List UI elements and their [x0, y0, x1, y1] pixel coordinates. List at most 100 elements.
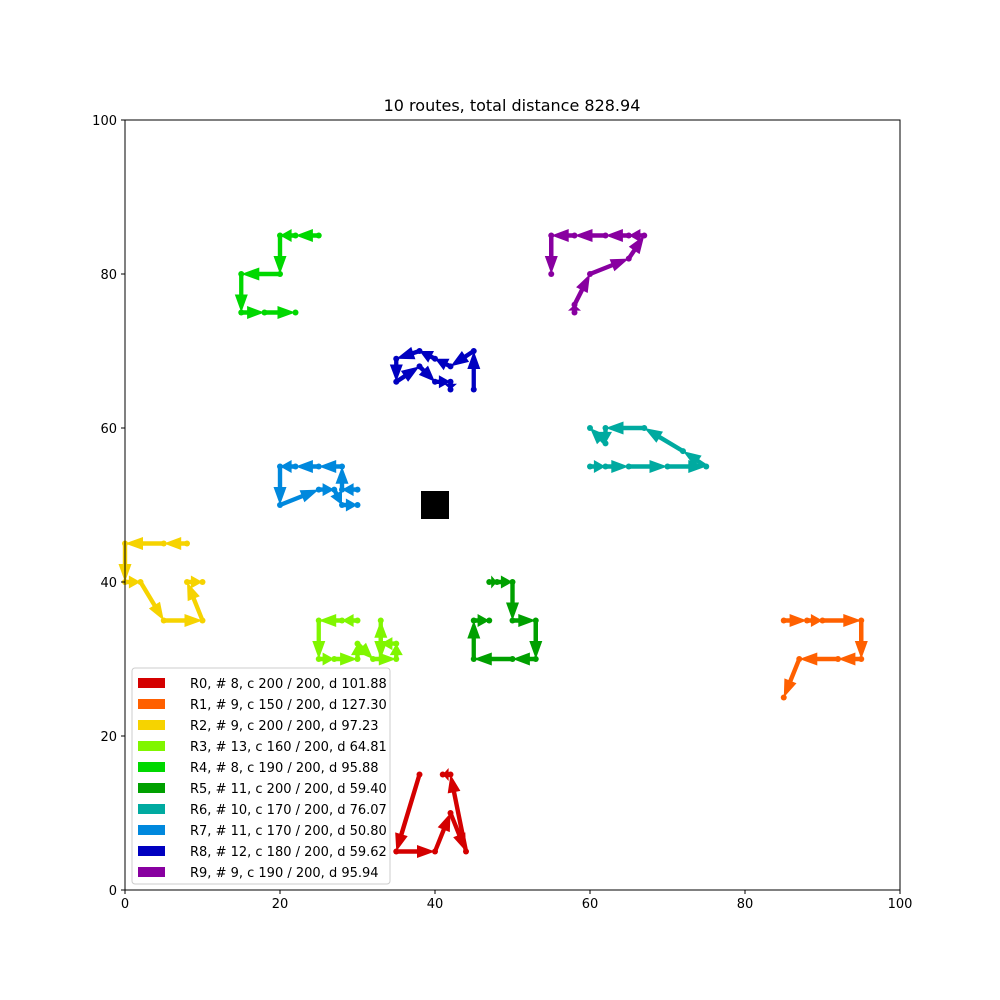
- route-arrow: [280, 460, 296, 473]
- depot-marker: [421, 491, 449, 519]
- route-arrow: [628, 229, 645, 242]
- route-arrow: [529, 620, 543, 659]
- legend-entry-label: R0, # 8, c 200 / 200, d 101.88: [190, 677, 387, 692]
- route-2: [118, 537, 206, 627]
- route-arrow: [512, 652, 536, 666]
- route-arrow: [822, 614, 862, 627]
- route-arrow: [489, 575, 497, 589]
- x-axis: 0 20 40 60 80 100: [121, 890, 913, 912]
- route-arrow: [335, 466, 349, 490]
- route-arrow: [273, 235, 287, 274]
- route-arrow: [450, 349, 475, 367]
- plot-frame: [124, 119, 901, 891]
- route-1: [780, 614, 868, 701]
- route-0: [393, 768, 469, 858]
- route-arrow: [273, 466, 287, 505]
- route-arrow: [125, 575, 141, 589]
- route-3: [312, 614, 403, 666]
- route-arrow: [799, 652, 838, 666]
- legend-entry-label: R3, # 13, c 160 / 200, d 64.81: [190, 740, 387, 755]
- route-arrow: [854, 620, 868, 659]
- route-arrow: [374, 620, 388, 659]
- legend: R0, # 8, c 200 / 200, d 101.88 R1, # 9, c…: [131, 667, 391, 885]
- route-arrow: [330, 488, 342, 505]
- route-arrow: [512, 614, 536, 627]
- route-7: [273, 460, 361, 512]
- route-arrow: [138, 580, 164, 621]
- x-tick-label: 60: [582, 897, 599, 912]
- route-arrow: [838, 652, 862, 666]
- legend-swatch: [138, 699, 165, 709]
- route-arrow: [295, 229, 319, 242]
- legend-swatch: [138, 720, 165, 730]
- route-arrow: [264, 306, 296, 319]
- route-arrow: [473, 614, 490, 627]
- route-arrow: [644, 428, 685, 453]
- route-arrow: [187, 575, 203, 589]
- legend-swatch: [138, 804, 165, 814]
- route-4: [234, 229, 322, 319]
- route-arrow: [783, 614, 807, 627]
- route-arrow: [599, 428, 612, 444]
- legend-entry-label: R4, # 8, c 190 / 200, d 95.88: [190, 761, 379, 776]
- route-arrow: [187, 582, 205, 622]
- legend-entry-label: R8, # 12, c 180 / 200, d 59.62: [190, 845, 387, 860]
- route-arrow: [572, 274, 590, 306]
- y-axis: 0 20 40 60 80 100: [92, 114, 125, 899]
- route-arrow: [589, 258, 629, 276]
- x-tick-label: 100: [888, 897, 913, 912]
- legend-entry-label: R7, # 11, c 170 / 200, d 50.80: [190, 824, 387, 839]
- route-arrow: [279, 489, 319, 507]
- route-arrow: [373, 652, 397, 666]
- route-9: [544, 229, 648, 316]
- route-8: [389, 346, 481, 393]
- route-arrow: [807, 614, 823, 627]
- route-5: [467, 575, 543, 666]
- route-arrow: [683, 451, 708, 469]
- y-tick-label: 0: [109, 884, 117, 899]
- route-arrow: [590, 428, 608, 445]
- route-arrow: [435, 358, 452, 371]
- legend-box: [131, 667, 391, 885]
- route-stop-point: [780, 694, 787, 701]
- route-arrow: [163, 537, 187, 550]
- x-tick-label: 80: [737, 897, 754, 912]
- legend-entry-label: R6, # 10, c 170 / 200, d 76.07: [190, 803, 387, 818]
- route-arrow: [396, 845, 435, 858]
- route-arrow: [318, 460, 342, 473]
- route-arrow: [395, 366, 420, 384]
- legend-swatch: [138, 846, 165, 856]
- legend-swatch: [138, 762, 165, 772]
- route-arrow: [783, 658, 802, 698]
- route-arrow: [318, 483, 335, 497]
- route-arrow: [444, 381, 457, 390]
- x-tick-label: 20: [272, 897, 289, 912]
- legend-swatch: [138, 678, 165, 688]
- route-arrow: [447, 774, 469, 852]
- route-arrow: [433, 813, 451, 853]
- x-tick-label: 0: [121, 897, 129, 912]
- y-tick-label: 40: [100, 576, 117, 591]
- route-arrow: [241, 267, 280, 281]
- route-arrow: [396, 346, 421, 360]
- legend-entry-label: R2, # 9, c 200 / 200, d 97.23: [190, 719, 379, 734]
- route-arrow: [568, 304, 581, 313]
- route-arrow: [389, 643, 403, 659]
- route-arrow: [467, 620, 481, 659]
- legend-entry-label: R1, # 9, c 150 / 200, d 127.30: [190, 698, 387, 713]
- route-arrow: [163, 614, 203, 627]
- route-arrow: [574, 229, 606, 242]
- legend-entry-label: R9, # 9, c 190 / 200, d 95.94: [190, 866, 379, 881]
- legend-swatch: [138, 867, 165, 877]
- route-arrow: [551, 229, 575, 242]
- route-arrow: [380, 637, 397, 651]
- route-arrow: [605, 229, 629, 242]
- route-arrow: [590, 460, 606, 473]
- legend-swatch: [138, 783, 165, 793]
- route-arrow: [312, 620, 326, 659]
- route-arrow: [295, 460, 319, 473]
- route-arrow: [125, 537, 164, 550]
- route-arrow: [435, 375, 451, 389]
- route-arrow: [473, 652, 513, 666]
